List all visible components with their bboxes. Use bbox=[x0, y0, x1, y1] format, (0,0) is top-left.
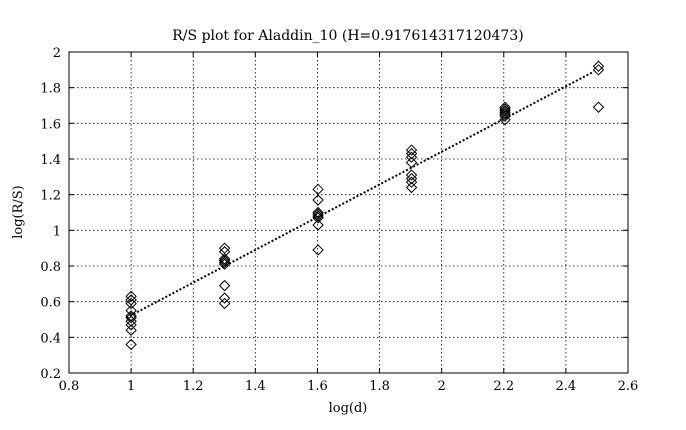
y-tick-label: 0.4 bbox=[40, 331, 61, 346]
data-point bbox=[405, 181, 418, 194]
fit-line bbox=[125, 70, 595, 319]
data-point bbox=[125, 338, 137, 351]
data-point bbox=[125, 324, 137, 336]
data-point bbox=[218, 253, 231, 265]
x-tick-label: 2 bbox=[438, 379, 446, 394]
x-axis-label: log(d) bbox=[329, 401, 368, 416]
x-tick-label: 1.6 bbox=[307, 379, 328, 394]
y-axis-label: log(R/S) bbox=[11, 185, 26, 239]
plot-frame bbox=[68, 51, 629, 374]
y-tick-label: 0.8 bbox=[40, 260, 61, 275]
data-points bbox=[125, 60, 605, 351]
x-tick-label: 1 bbox=[127, 379, 135, 394]
data-point bbox=[312, 208, 324, 220]
y-tick-label: 1.4 bbox=[40, 153, 61, 168]
data-point bbox=[218, 297, 231, 310]
y-tick-label: 1.2 bbox=[40, 189, 61, 204]
y-tick-label: 1.6 bbox=[40, 117, 61, 132]
data-point bbox=[218, 242, 231, 254]
x-tick-labels: 0.8 1 1.2 1.4 1.6 1.8 2 2.2 2.4 2.6 bbox=[59, 379, 639, 394]
data-point bbox=[218, 254, 231, 267]
data-point bbox=[125, 310, 137, 322]
y-tick-label: 2 bbox=[53, 46, 61, 61]
x-tick-label: 2.6 bbox=[618, 379, 639, 394]
data-point bbox=[312, 183, 324, 196]
data-point bbox=[125, 290, 137, 303]
data-point bbox=[218, 292, 231, 304]
data-point bbox=[125, 297, 137, 310]
y-tick-label: 0.2 bbox=[40, 367, 61, 382]
axis-ticks bbox=[68, 51, 629, 374]
x-tick-label: 1.8 bbox=[369, 379, 390, 394]
x-tick-label: 0.8 bbox=[59, 379, 80, 394]
data-point bbox=[405, 169, 418, 181]
x-tick-label: 1.4 bbox=[245, 379, 266, 394]
data-point bbox=[499, 103, 511, 115]
data-point bbox=[312, 219, 324, 231]
y-tick-labels: 0.2 0.4 0.6 0.8 1 1.2 1.4 1.6 1.8 2 bbox=[40, 46, 61, 382]
data-point bbox=[125, 304, 137, 317]
data-point bbox=[405, 156, 418, 169]
data-point bbox=[312, 194, 324, 206]
data-point bbox=[499, 101, 511, 113]
data-point bbox=[592, 64, 605, 76]
x-tick-label: 1.2 bbox=[183, 379, 204, 394]
x-tick-label: 2.4 bbox=[556, 379, 577, 394]
data-point bbox=[405, 144, 418, 156]
y-tick-label: 1 bbox=[53, 224, 61, 239]
data-point bbox=[125, 312, 137, 324]
grid-lines bbox=[69, 52, 628, 373]
data-point bbox=[592, 101, 605, 113]
data-point bbox=[218, 279, 231, 292]
data-point bbox=[312, 244, 324, 256]
y-tick-label: 0.6 bbox=[40, 296, 61, 311]
data-point bbox=[312, 206, 324, 219]
x-tick-label: 2.2 bbox=[493, 379, 514, 394]
chart-title: R/S plot for Aladdin_10 (H=0.91761431712… bbox=[172, 28, 523, 44]
fit-line-group bbox=[125, 70, 595, 319]
y-tick-label: 1.8 bbox=[40, 82, 61, 97]
data-point bbox=[592, 60, 605, 72]
